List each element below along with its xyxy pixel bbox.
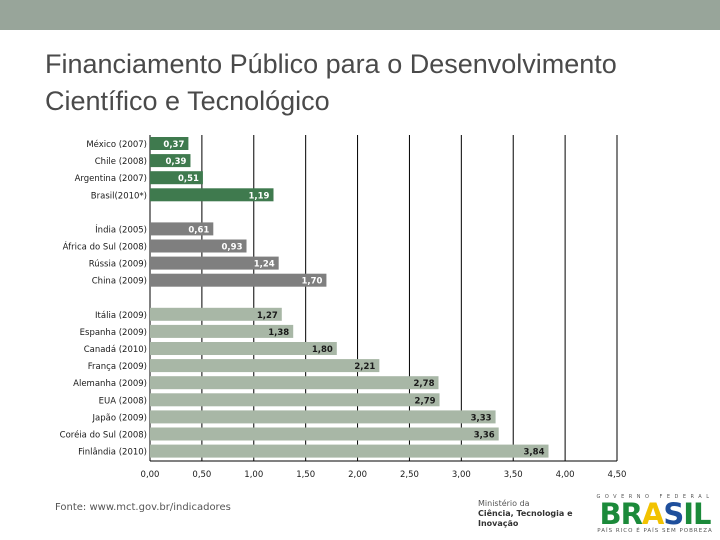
category-label: Espanha (2009) (80, 328, 147, 338)
brasil-slogan: PAÍS RICO É PAÍS SEM POBREZA (597, 528, 713, 534)
category-label: EUA (2008) (99, 396, 147, 406)
category-label: França (2009) (88, 362, 147, 372)
x-tick-label: 0,00 (141, 470, 160, 480)
x-tick-label: 4,50 (608, 470, 627, 480)
data-label: 1,24 (254, 260, 275, 270)
x-tick-label: 1,00 (244, 470, 263, 480)
slide-title-line1: Financiamento Público para o Desenvolvim… (45, 49, 617, 79)
category-label: Alemanha (2009) (73, 379, 147, 389)
bar (150, 222, 214, 236)
category-label: Índia (2005) (95, 223, 147, 235)
slide-title: Financiamento Público para o Desenvolvim… (45, 46, 705, 120)
header-bar (0, 0, 720, 30)
bar (150, 188, 274, 202)
ministry-line1: Ministério da (478, 499, 530, 508)
brasil-logo: GOVERNO FEDERAL BRASIL PAÍS RICO É PAÍS … (592, 494, 718, 538)
brasil-government-label: GOVERNO FEDERAL (596, 494, 714, 500)
data-label: 1,70 (301, 277, 322, 287)
category-label: Brasil(2010*) (91, 191, 147, 201)
data-label: 3,84 (524, 448, 545, 458)
category-label: Japão (2009) (92, 413, 148, 423)
data-label: 0,37 (163, 140, 184, 150)
category-label: África do Sul (2008) (63, 241, 147, 253)
bar (150, 444, 549, 458)
x-tick-label: 2,00 (348, 470, 367, 480)
category-label: Rússia (2009) (89, 260, 147, 270)
bar (150, 273, 327, 287)
data-label: 2,78 (414, 379, 435, 389)
bar (150, 393, 440, 407)
ministry-line2: Ciência, Tecnologia e (478, 509, 573, 518)
data-label: 0,51 (178, 174, 199, 184)
category-label: Canadá (2010) (84, 345, 147, 355)
x-tick-label: 0,50 (192, 470, 211, 480)
category-label: Itália (2009) (95, 311, 147, 321)
data-label: 2,79 (415, 396, 436, 406)
bar (150, 427, 499, 441)
data-label: 1,80 (312, 345, 333, 355)
category-label: China (2009) (92, 277, 147, 287)
slide-title-line2: Científico e Tecnológico (45, 86, 330, 116)
bar (150, 342, 337, 355)
ministry-logo: Ministério da Ciência, Tecnologia e Inov… (478, 499, 573, 529)
data-label: 1,19 (249, 191, 270, 201)
category-label: Finlândia (2010) (78, 448, 147, 458)
data-label: 0,61 (188, 225, 209, 235)
data-label: 2,21 (354, 362, 375, 372)
bar (150, 137, 189, 150)
data-label: 1,27 (257, 311, 278, 321)
x-tick-label: 3,00 (452, 470, 471, 480)
data-label: 0,39 (165, 157, 186, 167)
source-note: Fonte: www.mct.gov.br/indicadores (55, 502, 231, 513)
category-label: Argentina (2007) (75, 174, 147, 184)
bar (150, 359, 380, 373)
x-tick-label: 3,50 (504, 470, 523, 480)
data-label: 1,38 (268, 328, 289, 338)
x-tick-label: 1,50 (296, 470, 315, 480)
bar (150, 307, 282, 321)
brasil-wordmark: BRASIL (599, 497, 711, 531)
bar (150, 256, 279, 270)
data-label: 0,93 (222, 243, 243, 253)
category-label: Coréia do Sul (2008) (60, 430, 147, 441)
bar (150, 324, 294, 338)
ministry-line3: Inovação (478, 519, 519, 528)
category-label: Chile (2008) (95, 157, 147, 167)
x-tick-label: 4,00 (556, 470, 575, 480)
data-label: 3,33 (471, 413, 492, 423)
bar (150, 171, 203, 185)
category-label: México (2007) (86, 139, 147, 150)
bar (150, 376, 439, 390)
bar (150, 410, 496, 424)
x-tick-label: 2,50 (400, 470, 419, 480)
data-label: 3,36 (474, 431, 495, 441)
bar (150, 239, 247, 253)
bar (150, 154, 191, 168)
